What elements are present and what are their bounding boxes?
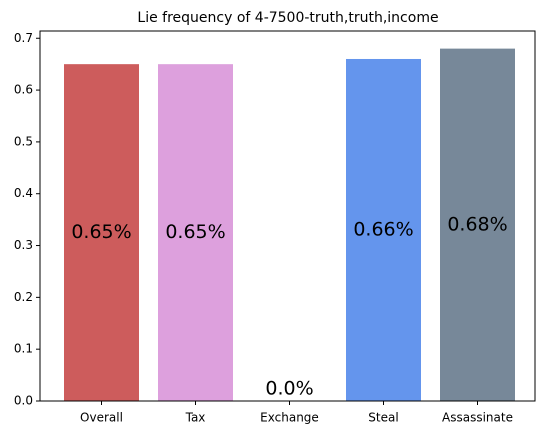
bar [64,64,139,401]
x-tick-label: Overall [80,411,123,425]
x-tick-label: Tax [185,411,206,425]
value-label: 0.65% [71,221,131,243]
plot-frame [39,30,536,402]
y-tick-label: 0.3 [14,238,33,252]
bar [346,58,421,402]
value-label: 0.66% [353,218,413,240]
value-label: 0.65% [165,221,225,243]
y-tick-label: 0.2 [14,290,33,304]
chart-title: Lie frequency of 4-7500-truth,truth,inco… [137,10,438,26]
y-tick-label: 0.0 [14,394,33,408]
y-tick-label: 0.6 [14,83,33,97]
value-label: 0.0% [265,378,313,400]
y-tick-label: 0.7 [14,31,33,45]
x-tick-label: Assassinate [442,411,513,425]
y-tick-label: 0.1 [14,342,33,356]
bar [440,48,515,401]
x-tick-label: Exchange [260,411,319,425]
y-tick-label: 0.5 [14,134,33,148]
x-tick-label: Steal [368,411,398,425]
y-tick-label: 0.4 [14,186,33,200]
value-label: 0.68% [447,213,507,235]
bar [158,64,233,401]
